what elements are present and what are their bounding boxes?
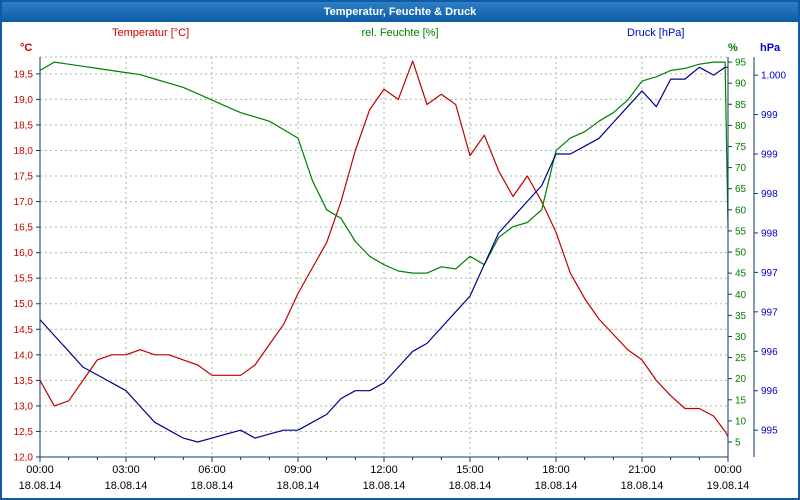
humidity-tick-label: 90 [735, 79, 747, 90]
humidity-tick-label: 60 [735, 205, 747, 216]
temperature-tick-label: 14,0 [14, 350, 34, 361]
pressure-tick-label: 999 [761, 110, 778, 121]
date-tick-label: 18.08.14 [277, 480, 320, 492]
date-tick-label: 18.08.14 [449, 480, 492, 492]
humidity-tick-label: 70 [735, 163, 747, 174]
temperature-tick-label: 16,5 [14, 223, 34, 234]
time-tick-label: 03:00 [112, 464, 140, 476]
pressure-tick-label: 996 [761, 386, 778, 397]
temperature-tick-label: 12,0 [14, 453, 34, 464]
axis-unit-hpa: hPa [760, 42, 781, 54]
legend-temperature: Temperatur [°C] [112, 27, 190, 39]
time-tick-label: 00:00 [26, 464, 54, 476]
humidity-tick-label: 85 [735, 100, 747, 111]
date-tick-label: 18.08.14 [105, 480, 148, 492]
temperature-tick-label: 16,0 [14, 248, 34, 259]
temperature-tick-label: 14,5 [14, 325, 34, 336]
date-tick-label: 19.08.14 [707, 480, 750, 492]
date-tick-label: 18.08.14 [621, 480, 664, 492]
pressure-tick-label: 997 [761, 307, 778, 318]
gridlines [40, 56, 728, 457]
time-tick-label: 06:00 [198, 464, 226, 476]
humidity-tick-label: 35 [735, 311, 747, 322]
humidity-tick-label: 25 [735, 353, 747, 364]
window-title: Temperatur, Feuchte & Druck [323, 6, 477, 18]
temperature-tick-label: 18,0 [14, 146, 34, 157]
humidity-tick-label: 50 [735, 248, 747, 259]
time-tick-label: 00:00 [714, 464, 742, 476]
temperature-tick-label: 19,5 [14, 69, 34, 80]
humidity-tick-label: 75 [735, 142, 747, 153]
humidity-tick-label: 40 [735, 290, 747, 301]
axis-unit-celsius: °C [20, 42, 33, 54]
legend-pressure: Druck [hPa] [627, 27, 685, 39]
series-line-temperature [39, 60, 729, 437]
date-tick-label: 18.08.14 [191, 480, 234, 492]
axes [39, 57, 755, 458]
temperature-tick-label: 18,5 [14, 120, 34, 131]
time-tick-label: 18:00 [542, 464, 570, 476]
temperature-tick-label: 15,5 [14, 274, 34, 285]
time-tick-label: 21:00 [628, 464, 656, 476]
humidity-tick-label: 30 [735, 332, 747, 343]
axis-labels: 19,5 19,0 18,5 18,0 17,5 17,0 16,5 16,0 15,5 15,0… [14, 58, 787, 492]
humidity-tick-label: 80 [735, 121, 747, 132]
time-tick-label: 12:00 [370, 464, 398, 476]
pressure-tick-label: 998 [761, 189, 778, 200]
pressure-tick-label: 999 [761, 150, 778, 161]
axis-ticks [36, 61, 758, 462]
series-line-pressure [39, 66, 728, 443]
pressure-tick-label: 1.000 [761, 71, 786, 82]
pressure-tick-label: 995 [761, 426, 778, 437]
humidity-tick-label: 5 [735, 438, 741, 449]
humidity-tick-label: 10 [735, 416, 747, 427]
humidity-tick-label: 45 [735, 269, 747, 280]
series-line-humidity [39, 61, 729, 274]
pressure-tick-label: 998 [761, 228, 778, 239]
temperature-tick-label: 19,0 [14, 95, 34, 106]
humidity-tick-label: 20 [735, 374, 747, 385]
pressure-tick-label: 997 [761, 268, 778, 279]
temperature-tick-label: 15,0 [14, 299, 34, 310]
legend-humidity: rel. Feuchte [%] [361, 27, 439, 39]
pressure-tick-label: 996 [761, 347, 778, 358]
humidity-tick-label: 65 [735, 184, 747, 195]
date-tick-label: 18.08.14 [19, 480, 62, 492]
date-tick-label: 18.08.14 [363, 480, 406, 492]
time-tick-label: 15:00 [456, 464, 484, 476]
date-tick-label: 18.08.14 [535, 480, 578, 492]
temperature-tick-label: 13,5 [14, 376, 34, 387]
humidity-tick-label: 15 [735, 395, 747, 406]
temperature-tick-label: 17,5 [14, 172, 34, 183]
temperature-tick-label: 12,5 [14, 427, 34, 438]
temperature-tick-label: 13,0 [14, 401, 34, 412]
time-tick-label: 09:00 [284, 464, 312, 476]
window-titlebar: Temperatur, Feuchte & Druck [2, 2, 798, 22]
temperature-tick-label: 17,0 [14, 197, 34, 208]
humidity-tick-label: 55 [735, 226, 747, 237]
humidity-tick-label: 95 [735, 58, 747, 69]
axis-unit-percent: % [728, 42, 738, 54]
